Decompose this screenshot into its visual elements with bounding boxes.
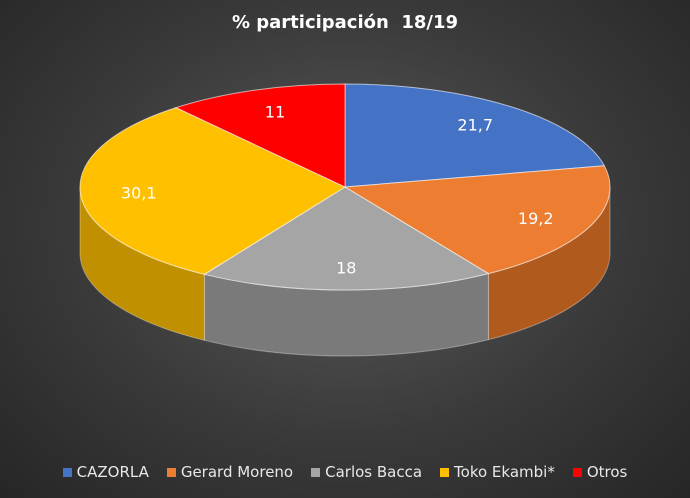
legend-label: Toko Ekambi* — [454, 463, 555, 481]
chart-title: % participación 18/19 — [231, 12, 459, 33]
data-label: 19,2 — [518, 209, 554, 228]
legend-item: Otros — [572, 463, 628, 481]
pie-slice-otros — [174, 83, 346, 188]
legend-label: Carlos Bacca — [325, 463, 423, 481]
legend-swatch — [311, 467, 321, 477]
legend-swatch — [572, 467, 582, 477]
pie-slice-cazorla — [344, 83, 606, 188]
legend-swatch — [440, 467, 450, 477]
legend-label: Otros — [586, 463, 628, 481]
legend-item: Carlos Bacca — [311, 463, 422, 481]
legend-label: Gerard Moreno — [180, 463, 294, 481]
data-label: 21,7 — [457, 116, 493, 135]
legend-label: CAZORLA — [76, 463, 149, 481]
data-label: 18 — [336, 258, 356, 277]
legend-swatch — [166, 467, 176, 477]
legend-item: CAZORLA — [62, 463, 149, 481]
pie-slice-carlos-bacca — [203, 186, 490, 291]
pie-slice-toko-ekambi — [79, 107, 347, 275]
data-label: 11 — [265, 102, 285, 121]
data-label: 30,1 — [121, 183, 157, 202]
legend-item: Gerard Moreno — [166, 463, 294, 481]
legend-item: Toko Ekambi* — [440, 463, 555, 481]
legend-swatch — [62, 467, 72, 477]
legend: CAZORLA Gerard Moreno Carlos Bacca Toko Eka… — [0, 463, 690, 481]
pie-slice-gerard-moreno — [343, 165, 611, 275]
